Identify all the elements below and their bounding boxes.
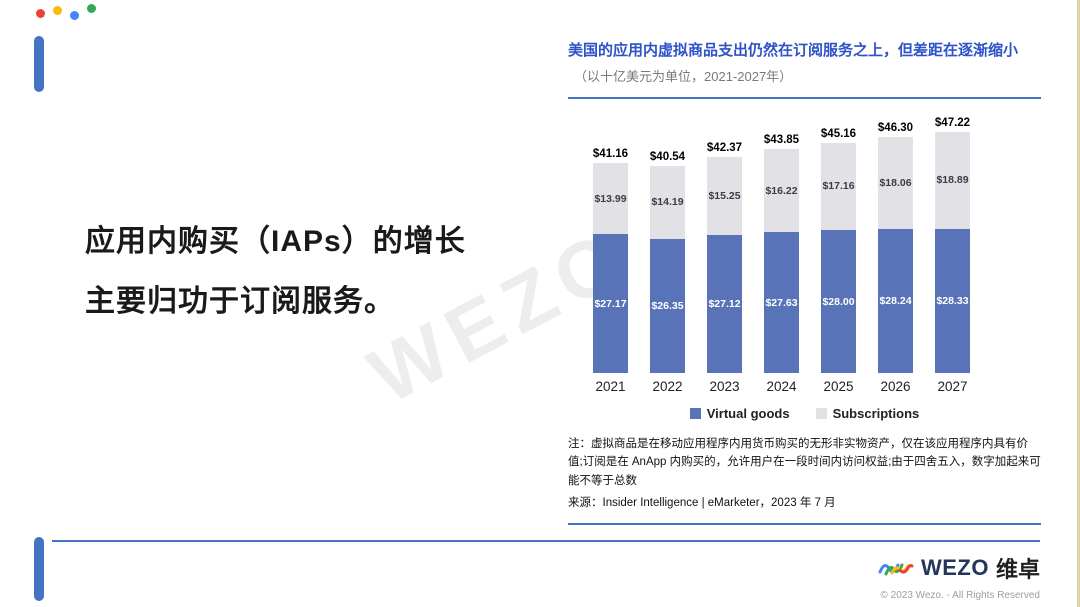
total-label: $46.30: [877, 121, 914, 134]
virtual-goods-segment: $28.33: [935, 228, 970, 373]
subscriptions-value-label: $17.16: [822, 180, 855, 193]
chart-title-unit: （以十亿美元为单位，2021-2027年）: [574, 68, 793, 84]
x-axis-label: 2022: [652, 379, 683, 394]
decor-dot: [87, 4, 96, 13]
chart-note: 注：虚拟商品是在移动应用程序内用货币购买的无形非实物资产，仅在该应用程序内具有价…: [568, 438, 1041, 487]
virtual-goods-segment: $27.17: [593, 234, 628, 373]
right-edge-strip: [1077, 0, 1080, 607]
x-axis-label: 2024: [766, 379, 797, 394]
legend-item-virtual-goods: Virtual goods: [689, 406, 790, 421]
total-label: $41.16: [592, 148, 629, 161]
note-block: 注：虚拟商品是在移动应用程序内用货币购买的无形非实物资产，仅在该应用程序内具有价…: [568, 435, 1041, 525]
chart-title-main: 美国的应用内虚拟商品支出仍然在订阅服务之上，但差距在逐渐缩小: [568, 42, 1019, 59]
virtual-goods-segment: $28.00: [821, 230, 856, 373]
virtual-goods-value-label: $26.35: [651, 299, 684, 312]
subscriptions-segment: $14.19: [650, 166, 685, 239]
total-label: $40.54: [649, 151, 686, 164]
chart-legend: Virtual goods Subscriptions: [568, 406, 1041, 421]
chart-source: 来源：Insider Intelligence | eMarketer，2023…: [568, 497, 836, 510]
stacked-bar: $18.06 $28.24: [878, 136, 913, 373]
bar-plot: $41.16 $13.99 $27.17 $40.54 $14.19 $26.35 $42.…: [582, 115, 982, 373]
subscriptions-segment: $16.22: [764, 149, 799, 233]
stacked-bar: $13.99 $27.17: [593, 163, 628, 373]
slide-heading: 应用内购买（IAPs）的增长 主要归功于订阅服务。: [85, 212, 515, 332]
subscriptions-label: Subscriptions: [832, 406, 920, 421]
logo-text-cn: 维卓: [995, 557, 1040, 582]
subscriptions-value-label: $16.22: [765, 184, 798, 197]
wezo-logo: WEZO 维卓: [878, 552, 1040, 584]
wezo-wave-icon: [878, 563, 914, 576]
subscriptions-value-label: $14.19: [651, 196, 684, 209]
virtual-goods-label: Virtual goods: [706, 406, 790, 421]
footer-divider: [52, 540, 1040, 542]
chart-panel: 美国的应用内虚拟商品支出仍然在订阅服务之上，但差距在逐渐缩小 （以十亿美元为单位…: [568, 38, 1041, 525]
heading-line-2: 主要归功于订阅服务。: [85, 285, 395, 318]
total-label: $43.85: [763, 134, 800, 147]
legend-item-subscriptions: Subscriptions: [815, 406, 920, 421]
stacked-bar: $16.22 $27.63: [764, 149, 799, 373]
bar-column: $46.30 $18.06 $28.24: [867, 122, 924, 373]
decor-dot: [36, 9, 45, 18]
stacked-bar: $17.16 $28.00: [821, 142, 856, 373]
virtual-goods-segment: $26.35: [650, 238, 685, 373]
total-label: $45.16: [820, 127, 857, 140]
virtual-goods-segment: $28.24: [878, 228, 913, 373]
bar-column: $47.22 $18.89 $28.33: [924, 117, 981, 373]
bar-column: $40.54 $14.19 $26.35: [639, 151, 696, 373]
virtual-goods-value-label: $28.00: [822, 295, 855, 308]
subscriptions-swatch: [815, 408, 827, 419]
subscriptions-segment: $18.89: [935, 132, 970, 229]
decor-dot: [70, 11, 79, 20]
decor-dot: [53, 6, 62, 15]
stacked-bar: $18.89 $28.33: [935, 132, 970, 373]
bar-column: $43.85 $16.22 $27.63: [753, 134, 810, 373]
virtual-goods-value-label: $27.12: [708, 297, 741, 310]
x-axis-label: 2023: [709, 379, 740, 394]
subscriptions-value-label: $15.25: [708, 189, 741, 202]
virtual-goods-value-label: $27.17: [594, 297, 627, 310]
bar-column: $41.16 $13.99 $27.17: [582, 148, 639, 373]
x-axis-label: 2021: [595, 379, 626, 394]
accent-bar-bottom: [34, 537, 44, 601]
bar-column: $42.37 $15.25 $27.12: [696, 142, 753, 373]
virtual-goods-swatch: [689, 408, 701, 419]
heading-line-1: 应用内购买（IAPs）的增长: [85, 225, 466, 258]
x-axis-label: 2026: [880, 379, 911, 394]
virtual-goods-value-label: $28.33: [936, 294, 969, 307]
subscriptions-segment: $13.99: [593, 163, 628, 235]
subscriptions-value-label: $18.06: [879, 176, 912, 189]
subscriptions-segment: $15.25: [707, 156, 742, 235]
subscriptions-value-label: $18.89: [936, 174, 969, 187]
corner-dots: [36, 4, 96, 20]
chart-title: 美国的应用内虚拟商品支出仍然在订阅服务之上，但差距在逐渐缩小 （以十亿美元为单位…: [568, 38, 1041, 99]
bar-column: $45.16 $17.16 $28.00: [810, 128, 867, 373]
copyright-text: © 2023 Wezo. - All Rights Reserved: [880, 590, 1040, 601]
x-axis-label: 2027: [937, 379, 968, 394]
virtual-goods-segment: $27.12: [707, 234, 742, 373]
virtual-goods-value-label: $27.63: [765, 296, 798, 309]
x-axis: 2021 2022 2023 2024 2025 2026 2027: [582, 379, 982, 394]
subscriptions-value-label: $13.99: [594, 192, 627, 205]
accent-bar-top: [34, 36, 44, 92]
logo-text: WEZO: [920, 555, 989, 580]
stacked-bar: $14.19 $26.35: [650, 166, 685, 373]
total-label: $47.22: [934, 117, 971, 130]
x-axis-label: 2025: [823, 379, 854, 394]
subscriptions-segment: $17.16: [821, 142, 856, 231]
virtual-goods-value-label: $28.24: [879, 294, 912, 307]
stacked-bar: $15.25 $27.12: [707, 156, 742, 373]
subscriptions-segment: $18.06: [878, 136, 913, 229]
total-label: $42.37: [706, 141, 743, 154]
virtual-goods-segment: $27.63: [764, 232, 799, 373]
